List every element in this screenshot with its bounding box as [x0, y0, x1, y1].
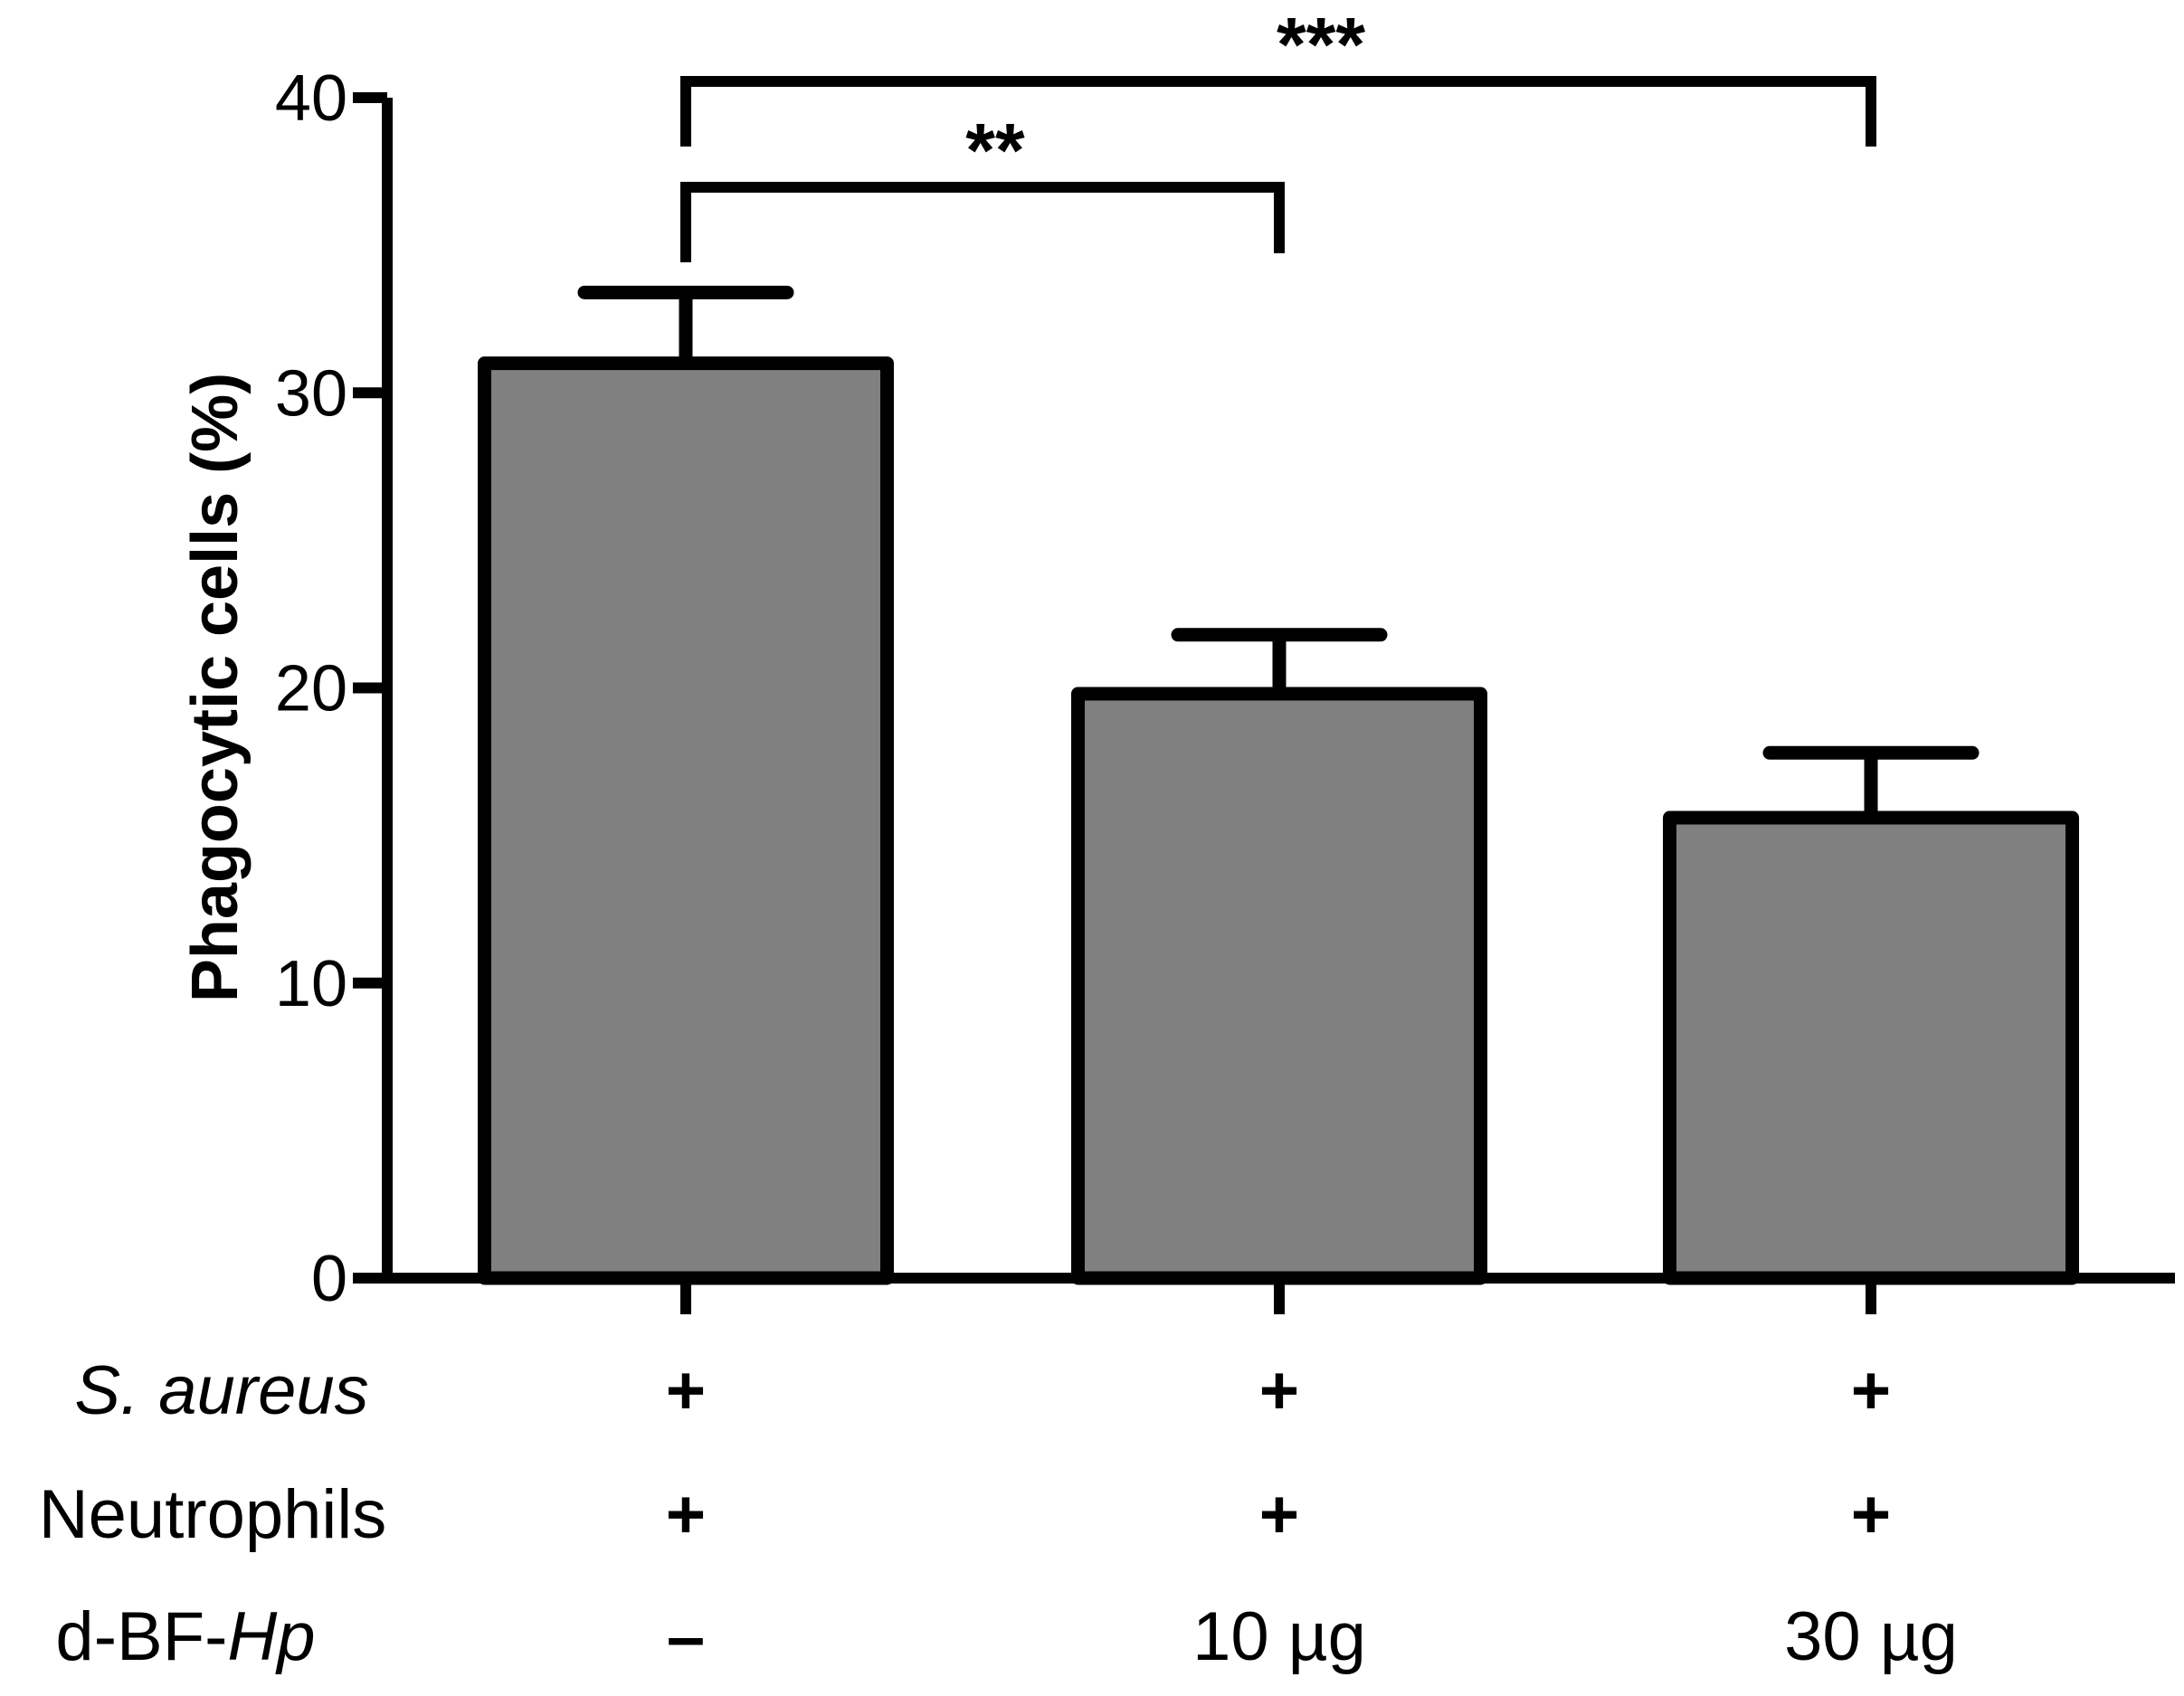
condition-cell: +	[666, 1476, 706, 1553]
significance-label: ***	[1277, 2, 1365, 87]
significance-bracket	[680, 182, 1285, 262]
bar-3	[1663, 810, 2079, 1285]
y-tick-label: 10	[275, 948, 347, 1020]
condition-cell: +	[1259, 1476, 1299, 1553]
y-tick-label: 0	[311, 1243, 347, 1315]
condition-table: S. aureus + + + Neutrophils + + + d-BF-Hp – 10 µg 3…	[39, 1352, 1958, 1675]
condition-cell: +	[1851, 1476, 1891, 1553]
row-label-prefix: d-BF-	[55, 1598, 227, 1675]
significance-bracket	[680, 76, 1876, 147]
condition-cell: –	[667, 1598, 705, 1675]
y-tick-label: 40	[275, 62, 347, 135]
bar-1	[478, 356, 894, 1285]
condition-cell: 10 µg	[1192, 1598, 1366, 1675]
row-label: S. aureus	[74, 1352, 368, 1429]
row-label: Neutrophils	[39, 1476, 386, 1553]
row-label-italic: Hp	[227, 1598, 315, 1675]
condition-cell: +	[1851, 1352, 1891, 1429]
bar-2	[1071, 687, 1487, 1285]
row-label: d-BF-Hp	[55, 1598, 315, 1675]
y-tick-label: 30	[275, 357, 347, 430]
condition-cell: 30 µg	[1784, 1598, 1958, 1675]
condition-cell: +	[1259, 1352, 1299, 1429]
y-tick-label: 20	[275, 653, 347, 725]
y-axis-title: Phagocytic cells (%)	[179, 373, 252, 1002]
bars	[478, 356, 2079, 1285]
x-axis	[387, 1273, 2175, 1314]
significance-label: **	[965, 108, 1025, 193]
significance-brackets: *****	[680, 2, 1876, 262]
condition-cell: +	[666, 1352, 706, 1429]
error-bars	[577, 285, 1980, 819]
y-axis: 0 10 20 30 40 Phagocytic cells (%)	[179, 62, 393, 1315]
